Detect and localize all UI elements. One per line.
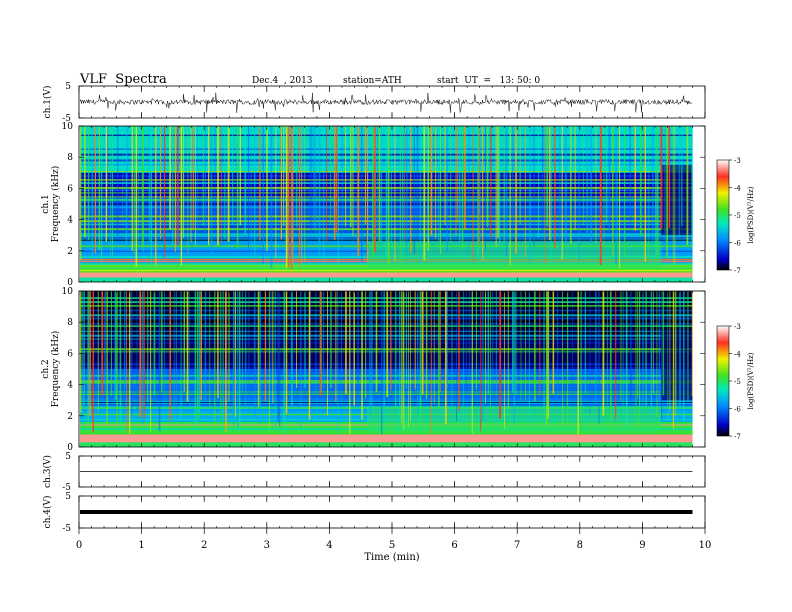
- spec1-ytick-4: 8: [67, 153, 73, 163]
- ch1-spectrogram-panel: 0 2 4 6 8 10 ch.1 Frequency (kHz): [41, 122, 706, 288]
- chart-title: VLF Spectra: [80, 72, 167, 87]
- cb2-tick-4: -7: [734, 433, 741, 441]
- spec2-ylabel: ch.2: [41, 359, 51, 378]
- time-axis: 0 1 2 3 4 5 6 7 8 9 10 Time (min): [76, 86, 712, 563]
- spec2-band-0: [80, 440, 693, 447]
- ch3-ytick-0: 5: [65, 452, 71, 462]
- spec1-ytick-3: 6: [67, 184, 73, 194]
- spec2-ytick-5: 10: [62, 287, 74, 297]
- xaxis-label: Time (min): [364, 552, 419, 563]
- xtick-10: 10: [699, 540, 712, 551]
- ch2-colorbar: -3 -4 -5 -6 -7 log(PSD)(V²/Hz): [716, 323, 755, 441]
- xtick-0: 0: [76, 540, 82, 551]
- spec2-ytick-0: 0: [67, 443, 73, 453]
- xtick-9: 9: [639, 540, 645, 551]
- ch3-ylabel: ch.3(V): [42, 455, 53, 488]
- spec2-lf-line: [80, 437, 693, 443]
- ch1-colorbar: -3 -4 -5 -6 -7 log(PSD)(V²/Hz): [716, 157, 755, 275]
- ch2-spectrogram-panel: 0 2 4 6 8 10 ch.2 Frequency (kHz): [41, 287, 706, 453]
- cb1-tick-3: -6: [734, 240, 741, 248]
- xtick-2: 2: [201, 540, 207, 551]
- cb1-tick-4: -7: [734, 267, 741, 275]
- cb2-tick-2: -5: [734, 378, 741, 386]
- spec2-ylabel-line2: Frequency (kHz): [50, 331, 61, 408]
- ch1-ytick-0: 5: [65, 82, 71, 92]
- spec2-ytick-3: 6: [67, 349, 73, 359]
- spec1-ylabel-line2: Frequency (kHz): [50, 166, 61, 243]
- spec1-ytick-2: 4: [67, 216, 73, 226]
- spec2-ytick-4: 8: [67, 318, 73, 328]
- cb1-label: log(PSD)(V²/Hz): [747, 186, 755, 243]
- cb2-tick-3: -6: [734, 406, 741, 414]
- ch4-ytick-1: -5: [62, 524, 71, 534]
- spec1-ylabel: ch.1: [41, 194, 51, 213]
- xtick-3: 3: [264, 540, 270, 551]
- cb1-tick-2: -5: [734, 212, 741, 220]
- xtick-5: 5: [389, 540, 395, 551]
- xtick-7: 7: [514, 540, 520, 551]
- ch3-ytick-1: -5: [62, 483, 71, 493]
- xtick-1: 1: [138, 540, 144, 551]
- spec2-band-1: [80, 434, 693, 441]
- spec1-ytick-0: 0: [67, 278, 73, 288]
- date-label: Dec.4 , 2013: [252, 76, 313, 86]
- cb1-tick-1: -4: [734, 185, 741, 193]
- xtick-8: 8: [577, 540, 583, 551]
- ch4-ylabel: ch.4(V): [42, 496, 53, 529]
- cb2-tick-0: -3: [734, 323, 741, 331]
- cb2-label: log(PSD)(V²/Hz): [747, 352, 755, 409]
- xtick-4: 4: [326, 540, 332, 551]
- ch1-ytick-1: -5: [62, 114, 71, 124]
- station-label: station=ATH: [343, 76, 402, 86]
- spec1-ytick-5: 10: [62, 122, 74, 132]
- spec1-ytick-1: 2: [67, 247, 73, 257]
- cb2-bar: [716, 325, 730, 437]
- spec2-ytick-1: 2: [67, 412, 73, 422]
- cb1-tick-0: -3: [734, 157, 741, 165]
- ch1-ylabel: ch.1(V): [42, 86, 53, 119]
- spec1-lf-line: [80, 272, 693, 278]
- spec2-band-4: [80, 369, 693, 401]
- ch1-trace: [79, 92, 693, 114]
- ch4-ytick-0: 5: [65, 492, 71, 502]
- cb2-tick-1: -4: [734, 351, 741, 359]
- spec2-ytick-2: 4: [67, 381, 73, 391]
- spec1-band-0: [80, 277, 693, 282]
- xtick-6: 6: [451, 540, 457, 551]
- cb1-bar: [716, 159, 730, 271]
- start-ut-label: start UT = 13: 50: 0: [437, 76, 541, 86]
